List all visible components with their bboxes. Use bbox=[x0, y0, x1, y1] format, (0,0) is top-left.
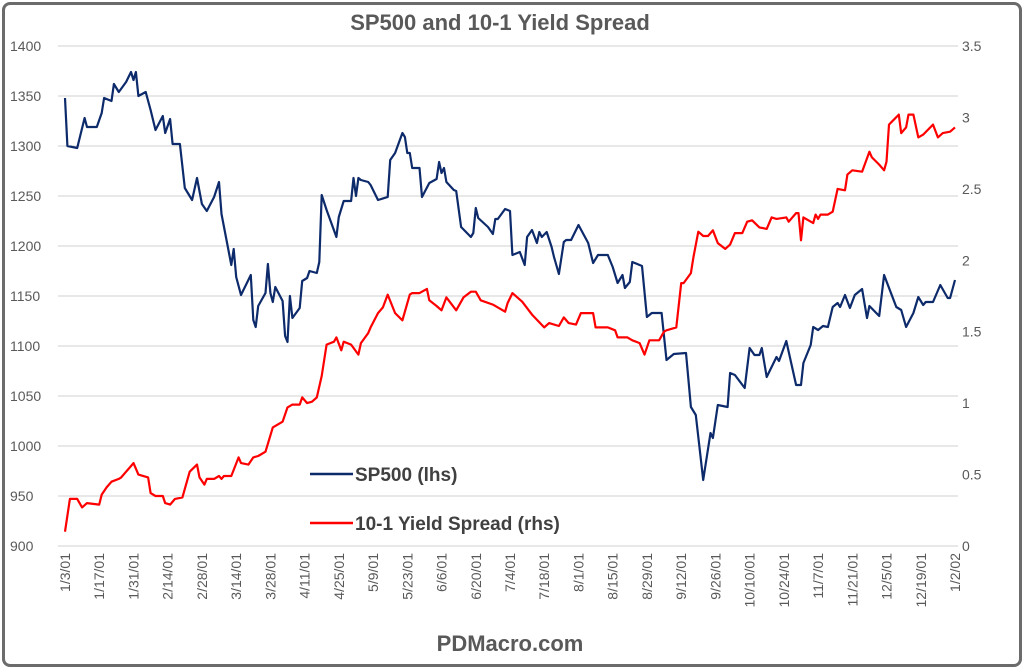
right-tick-label: 3 bbox=[962, 109, 970, 125]
x-axis-ticks: 1/3/01 1/17/01 1/31/01 2/14/01 2/28/01 3/14/0… bbox=[57, 553, 963, 608]
left-axis-ticks: 900 950 1000 1050 1100 1150 1200 1250 1300 1350 14… bbox=[10, 38, 41, 554]
x-tick-label: 6/20/01 bbox=[468, 553, 484, 600]
right-tick-label: 1.5 bbox=[962, 324, 982, 340]
left-tick-label: 1400 bbox=[10, 38, 41, 54]
chart-title: SP500 and 10-1 Yield Spread bbox=[350, 10, 650, 35]
right-tick-label: 2.5 bbox=[962, 181, 982, 197]
x-tick-label: 2/28/01 bbox=[194, 553, 210, 600]
x-tick-label: 7/18/01 bbox=[536, 553, 552, 600]
x-tick-label: 9/12/01 bbox=[673, 553, 689, 600]
left-tick-label: 1300 bbox=[10, 138, 41, 154]
footer-source: PDMacro.com bbox=[437, 631, 584, 656]
x-tick-label: 1/2/02 bbox=[947, 553, 963, 592]
left-tick-label: 1200 bbox=[10, 238, 41, 254]
x-tick-label: 7/4/01 bbox=[502, 553, 518, 592]
x-tick-label: 11/7/01 bbox=[810, 553, 826, 599]
x-tick-label: 6/6/01 bbox=[434, 553, 450, 592]
legend-label-spread: 10-1 Yield Spread (rhs) bbox=[355, 514, 560, 535]
x-tick-label: 5/9/01 bbox=[365, 553, 381, 592]
x-tick-label: 8/29/01 bbox=[639, 553, 655, 600]
x-tick-label: 11/21/01 bbox=[844, 553, 860, 607]
x-tick-label: 4/11/01 bbox=[297, 553, 313, 599]
left-tick-label: 900 bbox=[10, 538, 34, 554]
x-tick-label: 10/24/01 bbox=[776, 553, 792, 608]
x-tick-label: 8/1/01 bbox=[570, 553, 586, 592]
left-tick-label: 1000 bbox=[10, 438, 41, 454]
series-lines bbox=[63, 70, 957, 532]
right-tick-label: 3.5 bbox=[962, 38, 982, 54]
x-tick-label: 12/5/01 bbox=[879, 553, 895, 600]
x-tick-label: 1/17/01 bbox=[91, 553, 107, 600]
x-tick-label: 10/10/01 bbox=[742, 553, 758, 608]
x-tick-label: 1/3/01 bbox=[57, 553, 73, 592]
legend-label-sp500: SP500 (lhs) bbox=[355, 465, 457, 486]
right-tick-label: 0.5 bbox=[962, 467, 982, 483]
x-tick-label: 2/14/01 bbox=[160, 553, 176, 600]
x-tick-label: 12/19/01 bbox=[913, 553, 929, 608]
left-tick-label: 1250 bbox=[10, 188, 41, 204]
legend: SP500 (lhs) 10-1 Yield Spread (rhs) bbox=[310, 465, 560, 535]
right-tick-label: 2 bbox=[962, 252, 970, 268]
x-tick-label: 3/14/01 bbox=[228, 553, 244, 600]
x-tick-label: 9/26/01 bbox=[707, 553, 723, 600]
x-tick-label: 3/28/01 bbox=[262, 553, 278, 600]
x-tick-label: 5/23/01 bbox=[399, 553, 415, 600]
left-tick-label: 1350 bbox=[10, 88, 41, 104]
yield-spread-line bbox=[63, 113, 956, 532]
sp500-line bbox=[63, 70, 957, 482]
x-tick-label: 1/31/01 bbox=[125, 553, 141, 600]
x-tick-label: 4/25/01 bbox=[331, 553, 347, 600]
right-tick-label: 1 bbox=[962, 395, 970, 411]
left-tick-label: 1150 bbox=[10, 288, 40, 304]
x-tick-label: 8/15/01 bbox=[605, 553, 621, 600]
left-tick-label: 1100 bbox=[10, 338, 40, 354]
gridlines bbox=[58, 45, 958, 547]
right-axis-ticks: 0 0.5 1 1.5 2 2.5 3 3.5 bbox=[962, 38, 982, 554]
right-tick-label: 0 bbox=[962, 538, 970, 554]
left-tick-label: 1050 bbox=[10, 388, 41, 404]
left-tick-label: 950 bbox=[10, 488, 34, 504]
